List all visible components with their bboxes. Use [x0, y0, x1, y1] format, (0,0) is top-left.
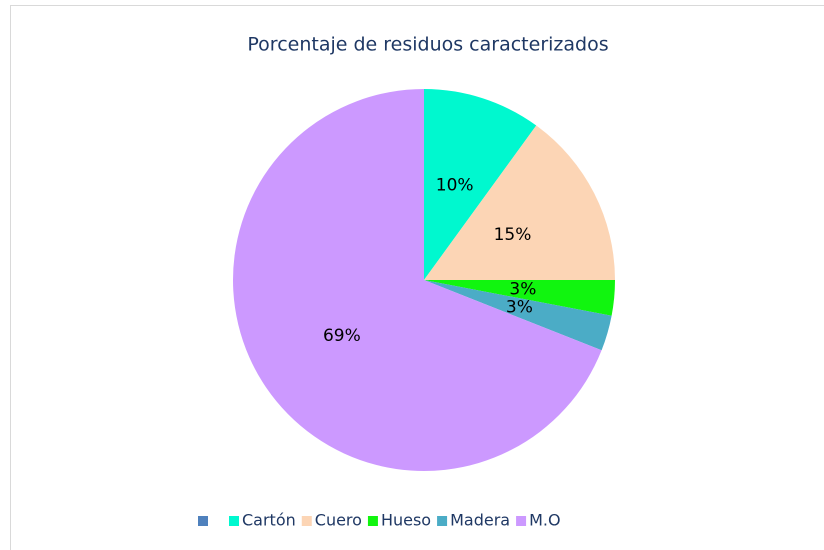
data-label: 10%: [436, 176, 474, 196]
pie-slice: [424, 89, 537, 280]
pie-slice: [424, 280, 615, 316]
legend-label: M.O: [529, 511, 560, 530]
legend-swatch: [516, 516, 527, 526]
legend-label: Cuero: [315, 511, 362, 530]
legend-label: Hueso: [381, 511, 431, 530]
legend-swatch: [229, 516, 239, 526]
pie-slice: [232, 89, 602, 471]
legend-label: Cartón: [242, 511, 296, 530]
pie-slice: [424, 280, 612, 351]
legend-swatch: [301, 516, 312, 526]
legend-label: Madera: [450, 511, 510, 530]
chart-title: Porcentaje de residuos caracterizados: [247, 34, 608, 56]
data-label: 69%: [323, 326, 361, 346]
data-label: 3%: [509, 279, 536, 299]
pie-slice: [424, 125, 615, 280]
data-label: 15%: [494, 225, 532, 245]
data-label: 3%: [506, 298, 533, 318]
legend-swatch: [198, 516, 208, 526]
legend-swatch: [437, 516, 448, 526]
legend-swatch: [367, 516, 378, 526]
